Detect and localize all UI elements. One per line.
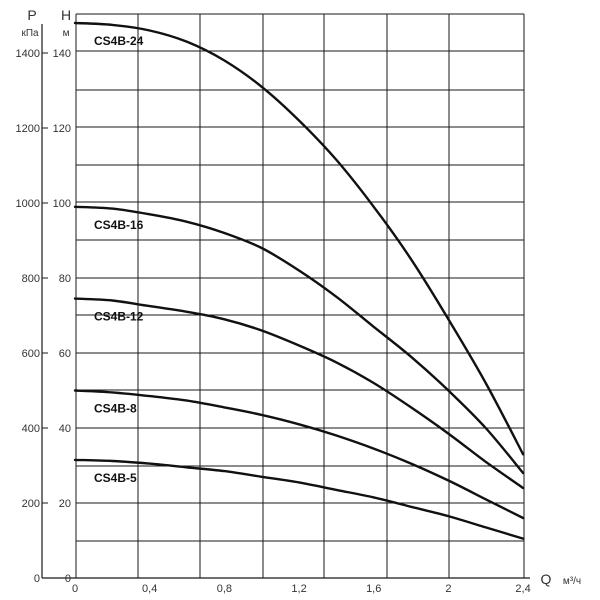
curve-labels: CS4B-24 CS4B-16 CS4B-12 CS4B-8 CS4B-5 xyxy=(94,34,144,485)
flow-tick-label: 0,8 xyxy=(217,583,232,595)
curve-label-cs4b-5: CS4B-5 xyxy=(94,471,137,485)
axes xyxy=(41,24,530,579)
pressure-axis-unit: кПа xyxy=(21,28,39,39)
performance-curves xyxy=(73,21,525,540)
head-tick-label: 20 xyxy=(59,498,71,510)
head-axis-unit: м xyxy=(63,28,70,39)
curve-cs4b-24 xyxy=(73,21,525,456)
head-tick-label: 40 xyxy=(59,423,71,435)
pressure-tick-label: 0 xyxy=(34,573,40,585)
head-tick-label: 0 xyxy=(65,573,71,585)
curve-label-cs4b-16: CS4B-16 xyxy=(94,218,144,232)
pressure-tick-label: 1000 xyxy=(16,198,40,210)
curve-cs4b-16 xyxy=(73,205,525,475)
tick-labels: 0200400600800100012001400020406080100120… xyxy=(16,48,531,595)
curve-cs4b-12 xyxy=(73,297,525,490)
flow-axis-label: Q xyxy=(541,571,552,587)
curve-label-cs4b-24: CS4B-24 xyxy=(94,34,144,48)
flow-tick-label: 0,4 xyxy=(142,583,157,595)
pressure-axis-label: P xyxy=(27,7,36,23)
flow-tick-label: 2,4 xyxy=(515,583,530,595)
flow-tick-label: 1,6 xyxy=(366,583,381,595)
curve-label-cs4b-12: CS4B-12 xyxy=(94,310,144,324)
flow-tick-label: 1,2 xyxy=(291,583,306,595)
pressure-tick-label: 800 xyxy=(22,273,40,285)
pressure-tick-label: 200 xyxy=(22,498,40,510)
head-tick-label: 60 xyxy=(59,348,71,360)
flow-tick-label: 2 xyxy=(445,583,451,595)
curve-cs4b-5 xyxy=(73,458,525,540)
pressure-tick-label: 600 xyxy=(22,348,40,360)
head-axis-label: H xyxy=(61,7,71,23)
flow-tick-label: 0 xyxy=(72,583,78,595)
curve-label-cs4b-8: CS4B-8 xyxy=(94,402,137,416)
head-tick-label: 100 xyxy=(53,198,71,210)
curve-cs4b-8 xyxy=(73,389,525,520)
flow-axis-unit: м³/ч xyxy=(563,576,581,587)
pressure-tick-label: 1400 xyxy=(16,48,40,60)
pressure-tick-label: 1200 xyxy=(16,123,40,135)
pressure-tick-label: 400 xyxy=(22,423,40,435)
grid xyxy=(75,13,525,578)
head-tick-label: 120 xyxy=(53,123,71,135)
head-tick-label: 80 xyxy=(59,273,71,285)
head-tick-label: 140 xyxy=(53,48,71,60)
